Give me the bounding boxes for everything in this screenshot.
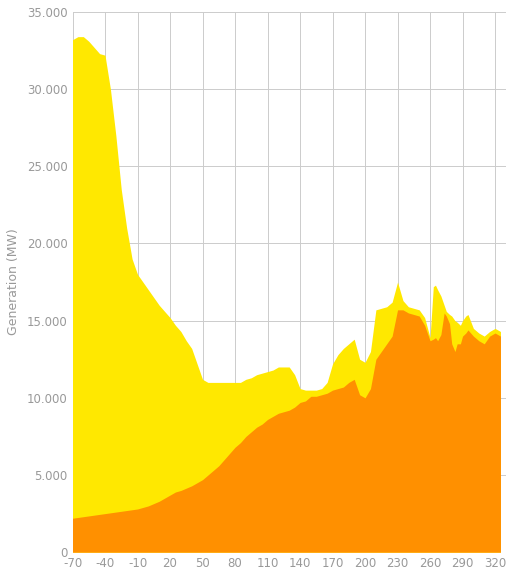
Y-axis label: Generation (MW): Generation (MW) — [7, 228, 20, 335]
